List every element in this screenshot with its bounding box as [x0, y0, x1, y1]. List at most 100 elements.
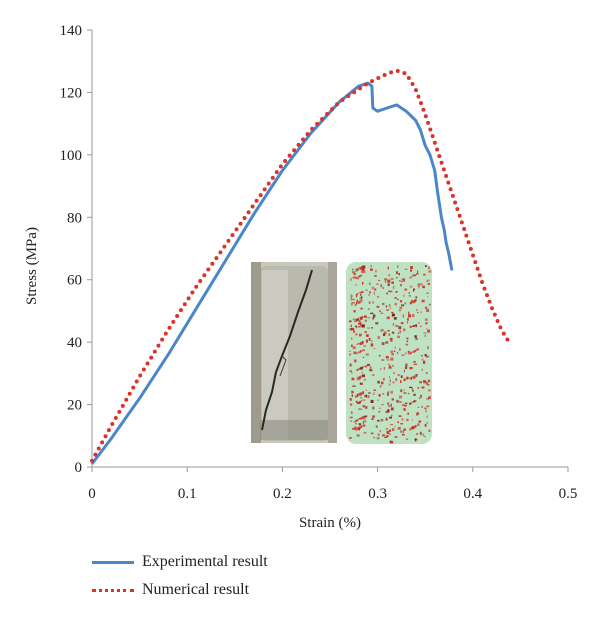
damage-particle [394, 425, 396, 428]
y-axis-title: Stress (MPa) [24, 227, 40, 305]
damage-particle [423, 435, 426, 438]
damage-particle [426, 422, 428, 424]
damage-particle [363, 345, 366, 347]
damage-particle [415, 438, 417, 442]
damage-particle [364, 365, 368, 368]
damage-particle [400, 283, 402, 287]
damage-particle [350, 297, 353, 301]
damage-particle [419, 397, 421, 400]
damage-particle [392, 428, 395, 431]
damage-particle [352, 318, 356, 321]
damage-particle [385, 410, 388, 414]
damage-particle [390, 357, 394, 361]
damage-particle [426, 383, 430, 386]
damage-particle [359, 408, 363, 410]
damage-particle [379, 385, 382, 388]
damage-particle [356, 299, 358, 303]
damage-particle [415, 274, 417, 276]
damage-particle [381, 359, 385, 361]
damage-particle [397, 335, 400, 339]
damage-particle [415, 324, 417, 328]
damage-particle [392, 323, 395, 326]
damage-particle [398, 273, 400, 276]
damage-particle [390, 339, 392, 341]
damage-particle [356, 327, 358, 329]
damage-particle [380, 381, 384, 385]
damage-particle [356, 434, 360, 437]
damage-particle [388, 376, 390, 378]
damage-particle [374, 288, 377, 291]
damage-particle [359, 325, 362, 327]
damage-particle [394, 297, 398, 299]
damage-particle [380, 418, 384, 422]
y-tick-label: 20 [67, 398, 82, 414]
damage-particle [361, 299, 363, 302]
damage-particle [395, 291, 398, 293]
damage-particle [410, 269, 412, 272]
damage-particle [402, 278, 406, 282]
damage-particle [407, 392, 410, 395]
damage-particle [382, 393, 385, 395]
damage-particle [388, 366, 392, 369]
damage-particle [351, 372, 353, 374]
damage-particle [419, 381, 422, 384]
damage-particle [427, 346, 429, 350]
damage-particle [383, 333, 386, 336]
damage-particle [402, 404, 405, 406]
damage-particle [356, 369, 358, 371]
damage-particle [360, 425, 363, 428]
y-tick-label: 120 [60, 85, 83, 101]
damage-particle [350, 277, 352, 281]
damage-particle [384, 331, 387, 335]
damage-particle [362, 416, 364, 418]
damage-particle [388, 363, 390, 366]
damage-particle [408, 377, 411, 379]
damage-particle [388, 316, 390, 320]
damage-particle [355, 423, 357, 425]
damage-particle [358, 333, 362, 337]
damage-particle [427, 329, 430, 333]
damage-particle [404, 405, 407, 407]
damage-particle [391, 414, 393, 417]
damage-particle [358, 322, 360, 325]
damage-particle [378, 394, 381, 397]
damage-particle [379, 430, 381, 433]
damage-particle [361, 274, 363, 276]
damage-particle [425, 355, 427, 358]
legend-label-experimental: Experimental result [142, 553, 268, 570]
damage-particle [424, 306, 428, 309]
damage-particle [420, 394, 422, 398]
damage-particle [394, 302, 397, 306]
damage-particle [397, 332, 399, 334]
damage-particle [400, 389, 403, 393]
damage-particle [355, 277, 357, 279]
damage-particle [349, 350, 351, 352]
damage-particle [362, 270, 366, 274]
damage-particle [365, 389, 367, 391]
damage-particle [404, 366, 408, 370]
damage-particle [426, 308, 430, 312]
damage-particle [428, 389, 431, 392]
damage-particle [355, 294, 358, 298]
damage-particle [387, 330, 390, 332]
damage-particle [357, 267, 359, 271]
damage-particle [375, 269, 377, 273]
damage-particle [409, 301, 412, 305]
damage-particle [375, 322, 379, 325]
damage-particle [370, 343, 374, 347]
damage-particle [415, 349, 418, 351]
damage-particle [371, 327, 373, 329]
damage-particle [372, 415, 375, 418]
damage-particle [370, 265, 372, 267]
damage-particle [396, 277, 398, 279]
damage-particle [357, 292, 359, 295]
damage-particle [398, 309, 401, 312]
damage-particle [425, 265, 427, 267]
damage-particle [354, 359, 357, 363]
damage-particle [428, 266, 430, 270]
x-tick-label: 0.3 [368, 486, 387, 502]
damage-particle [413, 363, 417, 365]
damage-particle [366, 334, 369, 337]
damage-particle [384, 278, 388, 281]
damage-particle [413, 300, 416, 303]
